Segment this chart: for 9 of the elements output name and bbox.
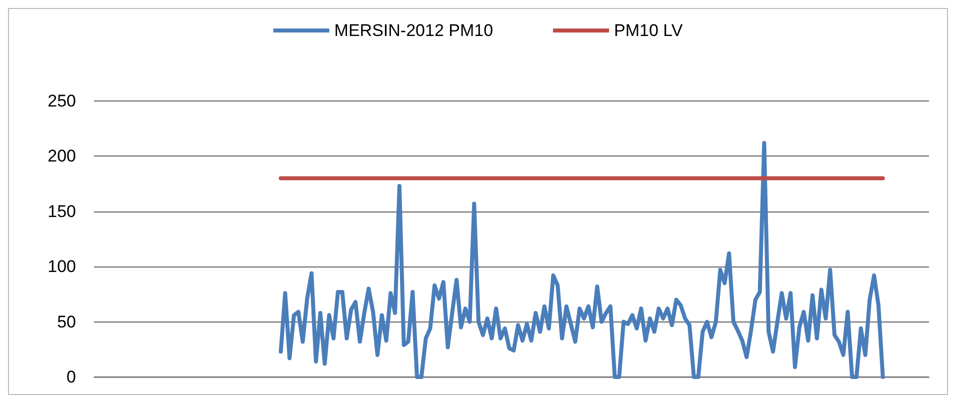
y-tick-label: 200 [48, 146, 76, 166]
y-tick-label: 250 [48, 92, 76, 110]
line-series [278, 140, 885, 379]
legend-label: PM10 LV [614, 21, 684, 40]
y-tick-label: 0 [66, 368, 76, 386]
legend-label: MERSIN-2012 PM10 [334, 21, 494, 40]
y-tick-label: 50 [57, 312, 76, 332]
y-tick-label: 150 [48, 202, 76, 221]
y-tick-label: 100 [48, 257, 76, 276]
